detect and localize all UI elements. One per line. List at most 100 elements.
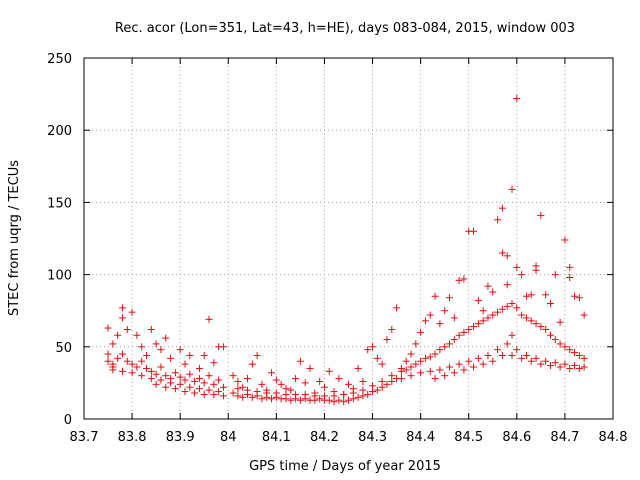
- data-point: [219, 343, 227, 351]
- data-point: [470, 227, 478, 235]
- data-point: [489, 311, 497, 319]
- data-point: [513, 304, 521, 312]
- data-point: [542, 357, 550, 365]
- data-point: [474, 354, 482, 362]
- data-point: [277, 380, 285, 388]
- data-point: [417, 357, 425, 365]
- data-point: [470, 363, 478, 371]
- data-point: [561, 236, 569, 244]
- data-point: [397, 375, 405, 383]
- data-point: [215, 388, 223, 396]
- data-point: [205, 315, 213, 323]
- grid: [84, 58, 613, 419]
- data-point: [287, 396, 295, 404]
- data-point: [383, 336, 391, 344]
- data-point: [157, 376, 165, 384]
- data-point: [542, 325, 550, 333]
- data-point: [546, 362, 554, 370]
- data-point: [205, 386, 213, 394]
- data-point: [345, 396, 352, 404]
- x-tick-label: 84.8: [599, 430, 628, 445]
- data-point: [388, 372, 396, 380]
- data-point: [200, 351, 208, 359]
- data-point: [571, 349, 579, 357]
- data-point: [431, 350, 439, 358]
- data-point: [234, 385, 242, 393]
- data-point: [354, 393, 362, 401]
- data-point: [335, 375, 343, 383]
- y-tick-label: 50: [55, 341, 72, 356]
- data-point: [157, 346, 165, 354]
- data-point: [460, 328, 468, 336]
- data-point: [571, 362, 579, 370]
- data-point: [171, 369, 179, 377]
- data-point: [292, 390, 300, 398]
- data-point: [364, 390, 372, 398]
- data-point: [349, 389, 357, 397]
- data-point: [522, 351, 530, 359]
- data-point: [455, 331, 463, 339]
- data-point: [479, 307, 487, 315]
- data-point: [566, 263, 574, 271]
- data-point: [118, 350, 126, 358]
- data-point: [311, 392, 319, 400]
- data-point: [210, 359, 218, 367]
- data-point: [354, 364, 362, 372]
- plot-frame: [83, 57, 614, 420]
- data-point: [335, 396, 343, 404]
- data-point: [489, 357, 497, 365]
- data-point: [244, 386, 252, 394]
- data-point: [138, 343, 146, 351]
- data-point: [421, 354, 429, 362]
- data-point: [306, 364, 314, 372]
- data-point: [162, 334, 170, 342]
- data-point: [128, 369, 136, 377]
- data-point: [292, 375, 300, 383]
- data-point: [412, 360, 420, 368]
- data-point: [229, 372, 237, 380]
- data-point: [210, 390, 218, 398]
- data-point: [513, 94, 521, 102]
- data-point: [383, 380, 391, 388]
- data-points: [104, 94, 588, 406]
- x-tick-label: 84.2: [310, 430, 339, 445]
- data-point: [181, 388, 189, 396]
- data-point: [513, 263, 521, 271]
- data-point: [407, 363, 415, 371]
- data-point: [239, 393, 247, 401]
- data-point: [258, 395, 266, 403]
- data-point: [268, 369, 276, 377]
- data-point: [407, 372, 415, 380]
- data-point: [316, 395, 324, 403]
- data-point: [143, 364, 151, 372]
- data-point: [445, 294, 453, 302]
- data-point: [498, 249, 506, 257]
- data-point: [253, 388, 261, 396]
- data-point: [426, 367, 434, 375]
- data-point: [369, 343, 377, 351]
- data-point: [320, 383, 328, 391]
- data-point: [109, 340, 117, 348]
- data-point: [219, 392, 227, 400]
- data-point: [340, 390, 348, 398]
- data-point: [215, 376, 223, 384]
- data-point: [445, 363, 453, 371]
- x-tick-label: 83.9: [166, 430, 195, 445]
- data-point: [378, 360, 386, 368]
- data-point: [417, 369, 425, 377]
- data-point: [450, 314, 458, 322]
- data-point: [508, 185, 516, 193]
- data-point: [436, 346, 444, 354]
- data-point: [494, 308, 502, 316]
- data-point: [494, 346, 502, 354]
- data-point: [272, 389, 280, 397]
- data-point: [296, 357, 304, 365]
- data-point: [465, 357, 473, 365]
- data-point: [325, 396, 333, 404]
- data-point: [388, 325, 396, 333]
- data-point: [234, 377, 242, 385]
- data-point: [571, 292, 579, 300]
- data-point: [575, 294, 583, 302]
- data-point: [580, 363, 588, 371]
